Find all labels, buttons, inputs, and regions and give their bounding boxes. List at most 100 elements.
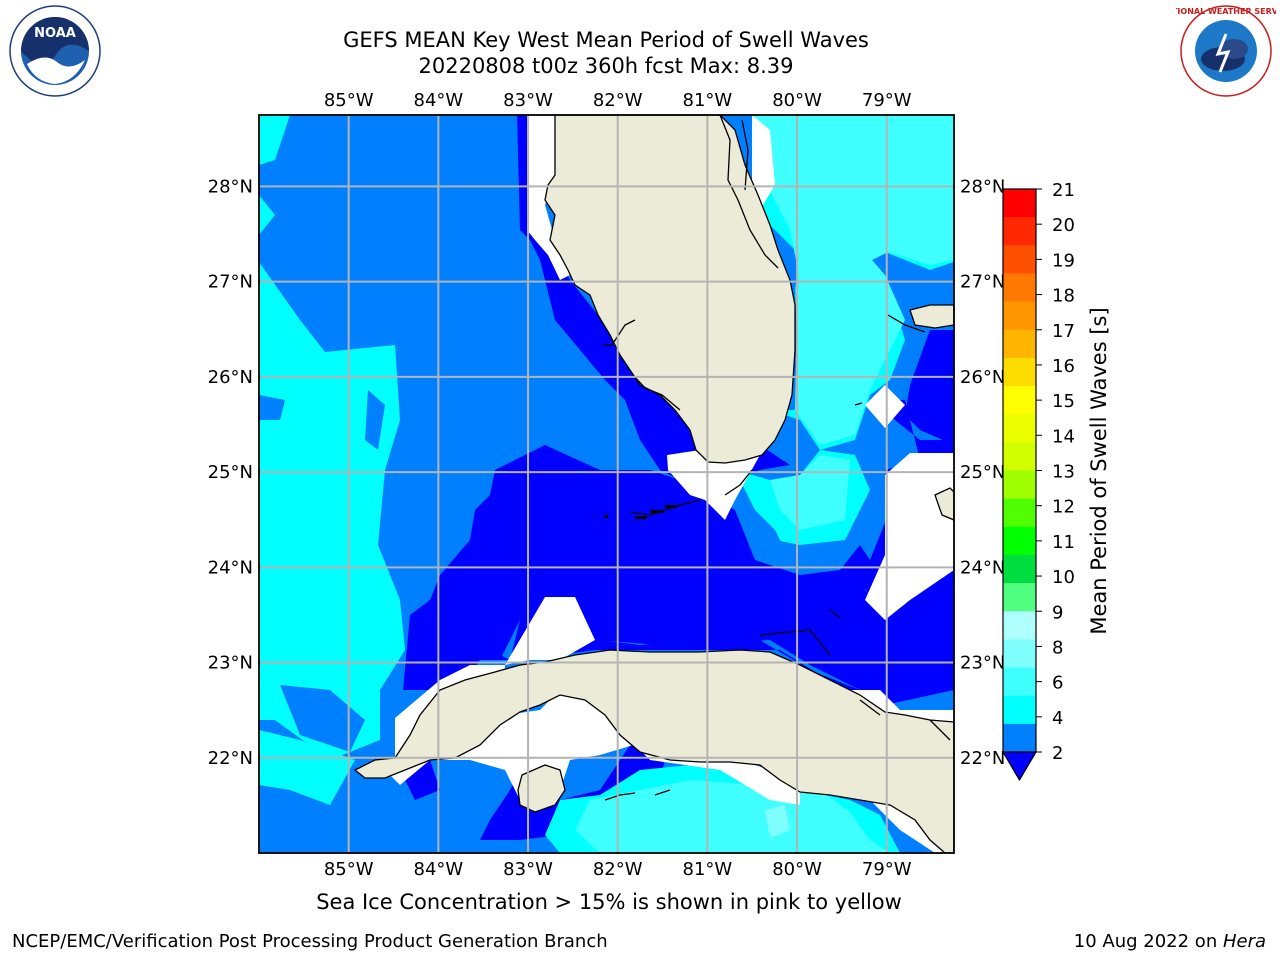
lat-label-left: 22°N <box>208 748 253 769</box>
lon-label-bottom: 79°W <box>862 859 912 880</box>
colorbar-segment <box>1003 667 1036 697</box>
footer-host: Hera <box>1222 931 1266 952</box>
lon-label-bottom: 85°W <box>324 859 374 880</box>
field-6-8-east <box>752 115 954 445</box>
grid-lines <box>259 115 954 853</box>
lat-label-right: 25°N <box>960 462 1005 483</box>
colorbar-extend-arrow <box>1001 751 1038 782</box>
field-6-8-south <box>575 780 890 853</box>
lat-label-left: 28°N <box>208 176 253 197</box>
lat-label-left: 25°N <box>208 462 253 483</box>
lat-label-left: 27°N <box>208 272 253 293</box>
field-4-6-west-low <box>259 730 355 805</box>
lon-label-top: 80°W <box>772 90 822 111</box>
field-2-4-west-tongue <box>365 390 385 450</box>
sea-ice-note: Sea Ice Concentration > 15% is shown in … <box>316 890 902 914</box>
colorbar-label: Mean Period of Swell Waves [s] <box>1087 307 1111 634</box>
chart-title-line1: GEFS MEAN Key West Mean Period of Swell … <box>343 28 869 52</box>
footer-date-text: 10 Aug 2022 on <box>1073 931 1223 952</box>
colorbar-tick-label: 10 <box>1052 567 1075 588</box>
lon-label-top: 83°W <box>503 90 553 111</box>
colorbar: 21 20 19 18 17 16 15 14 13 12 11 10 9 8 6 4 2 <box>1001 180 1075 782</box>
colorbar-tick-label: 9 <box>1052 602 1063 623</box>
field-lt2-south <box>480 715 665 840</box>
colorbar-segment <box>1003 386 1036 415</box>
colorbar-tick-label: 13 <box>1052 462 1075 483</box>
lon-label-top: 85°W <box>324 90 374 111</box>
coastline <box>603 115 951 801</box>
colorbar-segment <box>1003 554 1036 584</box>
field-4-6-west <box>259 262 405 760</box>
colorbar-tick-label: 19 <box>1052 250 1075 271</box>
field-lt2-sw <box>405 760 440 800</box>
lat-label-right: 27°N <box>960 272 1005 293</box>
lat-label-left: 24°N <box>208 557 253 578</box>
chart-title-line2: 20220808 t00z 360h fcst Max: 8.39 <box>418 54 794 78</box>
bahamas-land <box>909 304 954 329</box>
lon-label-bottom: 82°W <box>593 859 643 880</box>
noaa-logo-text: NOAA <box>34 26 76 41</box>
map-frame <box>258 114 955 854</box>
colorbar-segment <box>1003 245 1036 274</box>
colorbar-tick-label: 12 <box>1052 497 1075 518</box>
no-data-area <box>527 115 570 280</box>
colorbar-segment <box>1003 357 1036 387</box>
colorbar-tick-label: 18 <box>1052 286 1075 307</box>
field-4-6-west-mid <box>259 195 275 235</box>
colorbar-tick-label: 20 <box>1052 215 1075 236</box>
lon-label-bottom: 81°W <box>683 859 733 880</box>
axis-labels: 85°W 85°W 84°W 84°W 83°W 83°W 82°W 82°W 81°W 81°W… <box>208 90 1006 880</box>
lat-label-right: 26°N <box>960 367 1005 388</box>
nws-logo: NATIONAL WEATHER SERVICE <box>1176 5 1276 97</box>
colorbar-segment <box>1003 695 1036 725</box>
colorbar-tick-label: 14 <box>1052 426 1075 447</box>
field-6-8-east-patch <box>770 455 850 530</box>
colorbar-segment <box>1003 273 1036 303</box>
colorbar-segment <box>1003 639 1036 669</box>
field-lt2-east-upper <box>905 330 954 445</box>
lon-label-bottom: 83°W <box>503 859 553 880</box>
colorbar-tick-label: 2 <box>1052 743 1063 764</box>
colorbar-segment <box>1003 301 1036 331</box>
noaa-logo: NOAA <box>9 5 101 97</box>
keys-islands <box>604 505 677 519</box>
colorbar-tick-label: 4 <box>1052 708 1063 729</box>
field-2-4-east-patch <box>745 510 860 575</box>
lat-label-right: 28°N <box>960 176 1005 197</box>
lat-label-left: 26°N <box>208 367 253 388</box>
colorbar-segment <box>1003 442 1036 471</box>
colorbar-tick-label: 15 <box>1052 391 1075 412</box>
nws-logo-text: NATIONAL WEATHER SERVICE <box>1176 7 1276 16</box>
colorbar-segment <box>1003 723 1036 753</box>
no-data-area <box>667 450 760 520</box>
lon-label-bottom: 80°W <box>772 859 822 880</box>
lon-label-bottom: 84°W <box>414 859 464 880</box>
colorbar-segment <box>1003 611 1036 640</box>
footer-date: 10 Aug 2022 on Hera <box>1074 931 1266 952</box>
colorbar-segment <box>1003 583 1036 612</box>
colorbar-segment <box>1003 470 1036 500</box>
colorbar-segment <box>1003 189 1036 218</box>
lat-label-right: 24°N <box>960 557 1005 578</box>
colorbar-segment <box>1003 498 1036 528</box>
andros-land <box>934 487 954 521</box>
colorbar-tick-label: 16 <box>1052 356 1075 377</box>
lat-label-left: 23°N <box>208 653 253 674</box>
colorbar-segment <box>1003 217 1036 246</box>
lon-label-top: 79°W <box>862 90 912 111</box>
isle-of-youth-land <box>517 764 566 813</box>
footer-branch: NCEP/EMC/Verification Post Processing Pr… <box>12 931 608 952</box>
lat-label-right: 23°N <box>960 653 1005 674</box>
lon-label-top: 84°W <box>414 90 464 111</box>
colorbar-tick-label: 8 <box>1052 637 1063 658</box>
colorbar-segment <box>1003 414 1036 443</box>
colorbar-segment <box>1003 526 1036 556</box>
no-data-area <box>865 385 905 428</box>
field-8-9-south <box>765 805 790 838</box>
lat-label-right: 22°N <box>960 748 1005 769</box>
colorbar-tick-label: 11 <box>1052 532 1075 553</box>
field-2-4-west-lower <box>280 685 365 752</box>
lon-label-top: 81°W <box>683 90 733 111</box>
colorbar-segment <box>1003 329 1036 359</box>
